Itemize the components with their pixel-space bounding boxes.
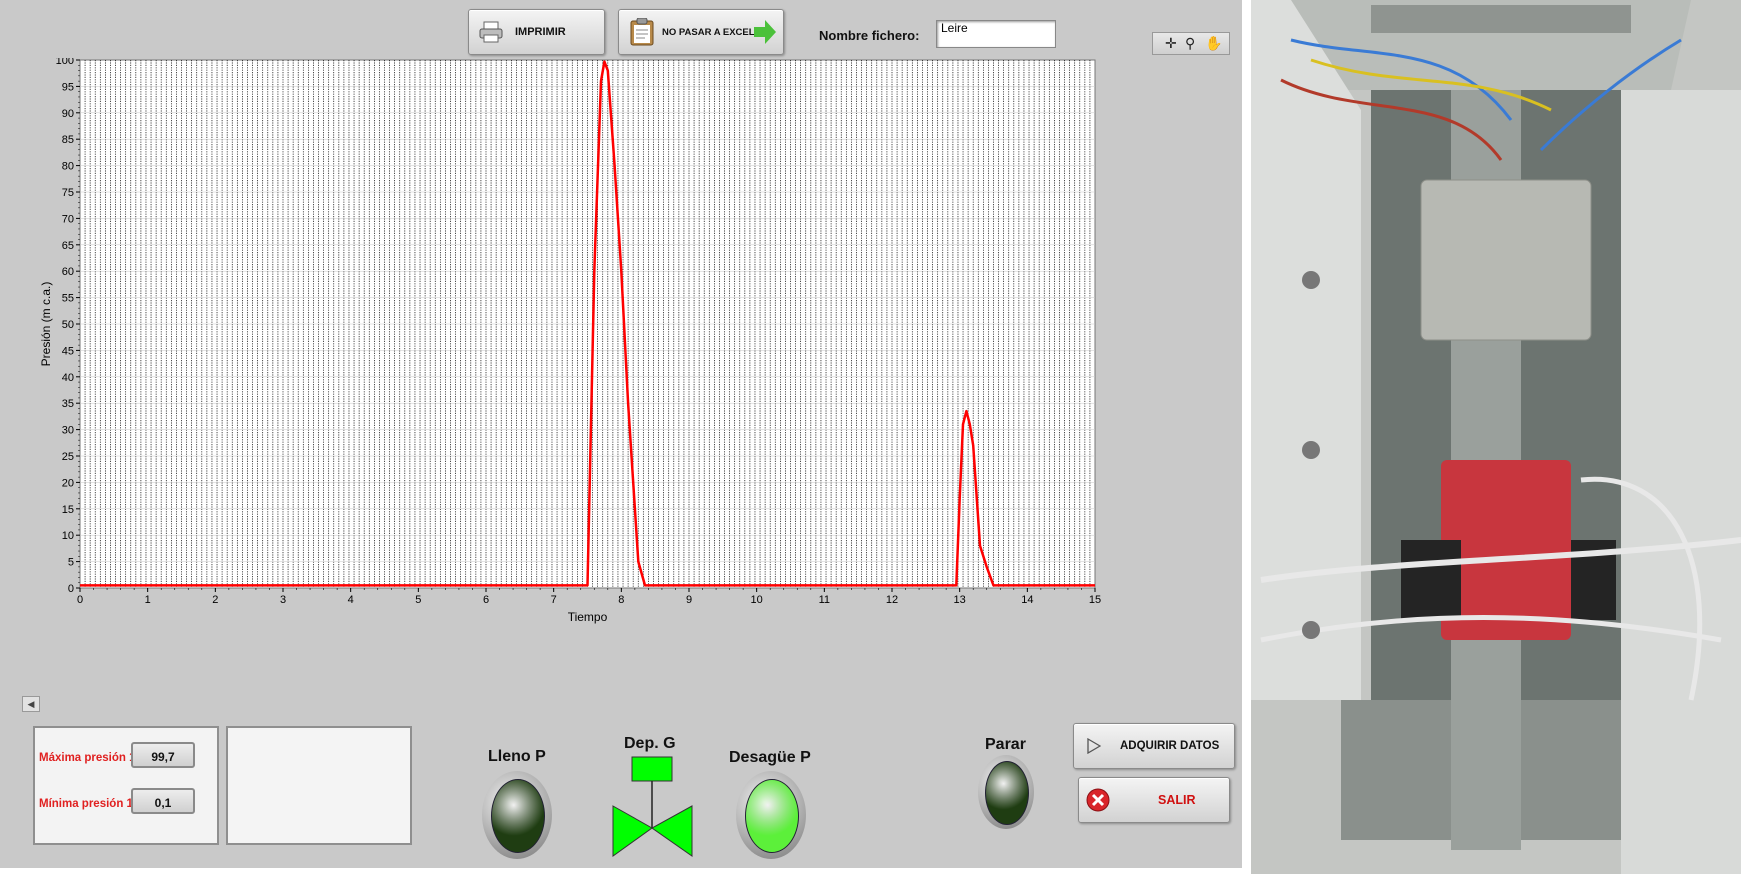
close-icon [1086,788,1110,812]
x-tick-label: 11 [819,594,830,606]
filename-label: Nombre fichero: [819,28,920,43]
no-excel-button[interactable]: NO PASAR A EXCEL [618,9,784,55]
y-tick-label: 65 [62,240,74,252]
graph-scroll-left-button[interactable]: ◀ [22,696,40,712]
y-tick-label: 70 [62,213,74,225]
x-tick-label: 14 [1021,594,1033,606]
x-tick-label: 4 [348,594,354,606]
exit-button-label: SALIR [1158,793,1196,807]
no-excel-button-label: NO PASAR A EXCEL [662,27,755,38]
valve-icon [612,756,693,857]
hand-pan-tool-icon[interactable]: ✋ [1205,35,1223,51]
play-icon [1087,738,1101,754]
print-button-label: IMPRIMIR [515,26,566,38]
pressure-series-line [80,60,1095,587]
clipboard-icon [630,18,654,46]
y-tick-label: 20 [62,477,74,489]
x-tick-label: 8 [618,594,624,606]
exit-button[interactable]: SALIR [1078,777,1230,823]
pressure-graph: 0 1 2 3 4 5 6 7 8 9 10 11 12 13 14 15 0 5 10 15 20 25 30 35 40 45… [22,58,1240,694]
max-pressure-label: Máxima presión 1 [39,752,136,764]
y-tick-label: 5 [68,557,74,569]
y-tick-label: 60 [62,266,74,278]
blank-display [226,726,412,845]
printer-icon [479,21,503,43]
lleno-led [491,779,545,853]
parar-led-bezel [978,755,1034,829]
y-tick-label: 85 [62,134,74,146]
y-tick-label: 55 [62,293,74,305]
x-tick-label: 15 [1089,594,1101,606]
lleno-label: Lleno P [488,748,546,765]
desague-label: Desagüe P [729,749,811,766]
acquire-data-label: ADQUIRIR DATOS [1120,740,1220,752]
x-tick-label: 3 [280,594,286,606]
x-tick-label: 5 [415,594,421,606]
y-tick-label: 45 [62,345,74,357]
x-axis-label: Tiempo [568,610,608,624]
crosshair-tool-icon[interactable]: ✛ [1165,35,1177,51]
x-tick-label: 12 [886,594,898,606]
parar-led [985,761,1029,825]
x-tick-label: 1 [145,594,151,606]
front-panel: IMPRIMIR NO PASAR A EXCEL Nombre fichero… [0,0,1242,868]
x-tick-label: 2 [212,594,218,606]
y-tick-label: 15 [62,504,74,516]
min-pressure-label: Mínima presión 1 [39,798,133,810]
stats-box: Máxima presión 1 99,7 Mínima presión 1 0… [33,726,219,845]
y-tick-label: 25 [62,451,74,463]
y-tick-label: 95 [62,81,74,93]
x-tick-label: 6 [483,594,489,606]
parar-label: Parar [985,736,1026,753]
y-tick-label: 0 [68,583,74,595]
y-tick-label: 80 [62,161,74,173]
graph-palette: ✛ ⚲ ✋ [1152,32,1230,55]
acquire-data-button[interactable]: ADQUIRIR DATOS [1073,723,1235,769]
y-axis-label: Presión (m c.a.) [39,282,53,367]
y-tick-label: 30 [62,425,74,437]
arrow-right-icon [754,20,776,44]
max-pressure-value: 99,7 [131,742,195,768]
chart-svg: 0 1 2 3 4 5 6 7 8 9 10 11 12 13 14 15051015202530354045… [39,58,1101,624]
x-tick-label: 9 [686,594,692,606]
lleno-led-bezel [482,771,552,859]
desague-led [745,779,799,853]
desague-led-bezel [736,771,806,859]
y-tick-label: 90 [62,108,74,120]
zoom-tool-icon[interactable]: ⚲ [1185,35,1196,51]
filename-input[interactable]: Leire [936,20,1056,48]
print-button[interactable]: IMPRIMIR [468,9,605,55]
y-tick-label: 100 [56,58,74,67]
y-tick-label: 35 [62,398,74,410]
x-tick-label: 7 [551,594,557,606]
min-pressure-value: 0,1 [131,788,195,814]
y-tick-label: 75 [62,187,74,199]
valve-label: Dep. G [624,735,676,752]
y-tick-label: 10 [62,530,74,542]
control-box-photo [1251,0,1741,874]
x-tick-label: 0 [77,594,83,606]
y-tick-label: 50 [62,319,74,331]
x-tick-label: 13 [954,594,966,606]
hardware-photo [1251,0,1741,874]
x-tick-label: 10 [751,594,763,606]
y-tick-label: 40 [62,372,74,384]
